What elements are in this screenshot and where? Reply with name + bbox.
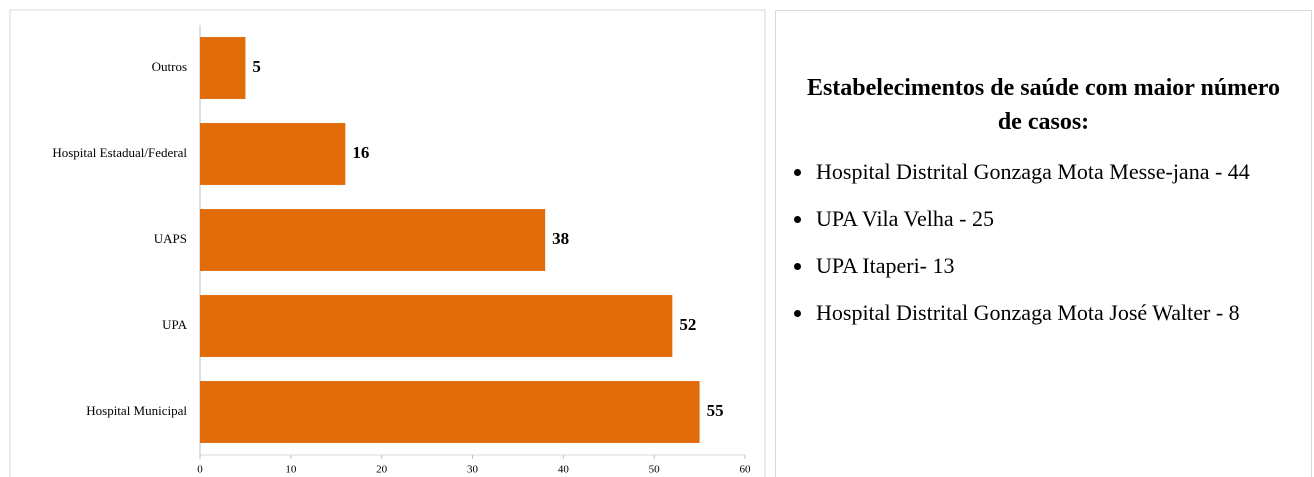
y-tick-label: Hospital Estadual/Federal (52, 145, 187, 160)
x-tick-label: 30 (467, 464, 479, 476)
list-item: UPA Itaperi- 13 (814, 251, 1281, 281)
bar (200, 123, 346, 185)
y-tick-label: UAPS (154, 231, 187, 246)
bar (200, 209, 546, 271)
x-tick-label: 60 (740, 464, 752, 476)
panel-title: Estabelecimentos de saúde com maior núme… (806, 75, 1281, 135)
item-list: Hospital Distrital Gonzaga Mota Messe-ja… (776, 157, 1311, 328)
list-item: Hospital Distrital Gonzaga Mota Messe-ja… (814, 157, 1281, 187)
chart-frame (9, 9, 766, 477)
y-tick-label: Outros (152, 59, 187, 74)
bar (200, 381, 700, 443)
value-label: 5 (252, 57, 261, 76)
bar (200, 295, 673, 357)
bar (200, 37, 246, 99)
value-label: 55 (707, 401, 724, 420)
list-item: Hospital Distrital Gonzaga Mota José Wal… (814, 298, 1281, 328)
value-label: 16 (352, 143, 369, 162)
x-tick-label: 10 (285, 464, 297, 476)
x-tick-label: 50 (649, 464, 661, 476)
x-tick-label: 0 (197, 464, 203, 476)
list-item: UPA Vila Velha - 25 (814, 204, 1281, 234)
x-tick-label: 40 (558, 464, 570, 476)
y-tick-label: Hospital Municipal (86, 403, 187, 418)
value-label: 52 (679, 315, 696, 334)
text-panel: Estabelecimentos de saúde com maior núme… (775, 10, 1312, 477)
chart: 0 10 20 30 40 50 60 Outros 5 Hospital Estadual/Fe… (9, 9, 766, 477)
value-label: 38 (552, 229, 569, 248)
y-tick-label: UPA (162, 317, 187, 332)
x-tick-label: 20 (376, 464, 388, 476)
